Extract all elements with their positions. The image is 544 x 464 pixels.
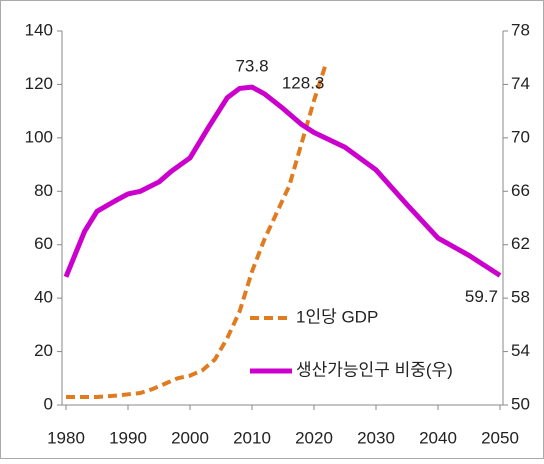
x-tick-label: 1980 [47, 428, 85, 447]
x-tick-label: 2030 [357, 428, 395, 447]
data-label: 73.8 [235, 57, 268, 76]
y2-tick-label: 78 [511, 20, 530, 39]
series-line [66, 61, 329, 399]
y-tick-label: 20 [34, 341, 53, 360]
y2-tick-label: 66 [511, 181, 530, 200]
x-tick-label: 2040 [419, 428, 457, 447]
y-tick-label: 140 [25, 20, 53, 39]
legend-label: 생산가능인구 비중(우) [296, 360, 453, 379]
x-tick-label: 2010 [233, 428, 271, 447]
y2-tick-label: 50 [511, 394, 530, 413]
x-tick-label: 2050 [481, 428, 519, 447]
legend-label: 1인당 GDP [296, 307, 378, 326]
y2-tick-label: 70 [511, 127, 530, 146]
x-tick-label: 2000 [171, 428, 209, 447]
data-label: 128.3 [282, 74, 325, 93]
y-tick-label: 100 [25, 127, 53, 146]
data-label: 59.7 [465, 287, 498, 306]
y2-tick-label: 62 [511, 234, 530, 253]
y-tick-label: 0 [44, 394, 53, 413]
y2-tick-label: 54 [511, 341, 530, 360]
y-tick-label: 80 [34, 181, 53, 200]
x-tick-label: 1990 [109, 428, 147, 447]
series-line [63, 84, 502, 278]
y2-tick-label: 74 [511, 74, 530, 93]
y-tick-label: 60 [34, 234, 53, 253]
y-tick-label: 40 [34, 288, 53, 307]
y2-tick-label: 58 [511, 288, 530, 307]
y-tick-label: 120 [25, 74, 53, 93]
legend-box [245, 300, 495, 390]
x-tick-label: 2020 [295, 428, 333, 447]
